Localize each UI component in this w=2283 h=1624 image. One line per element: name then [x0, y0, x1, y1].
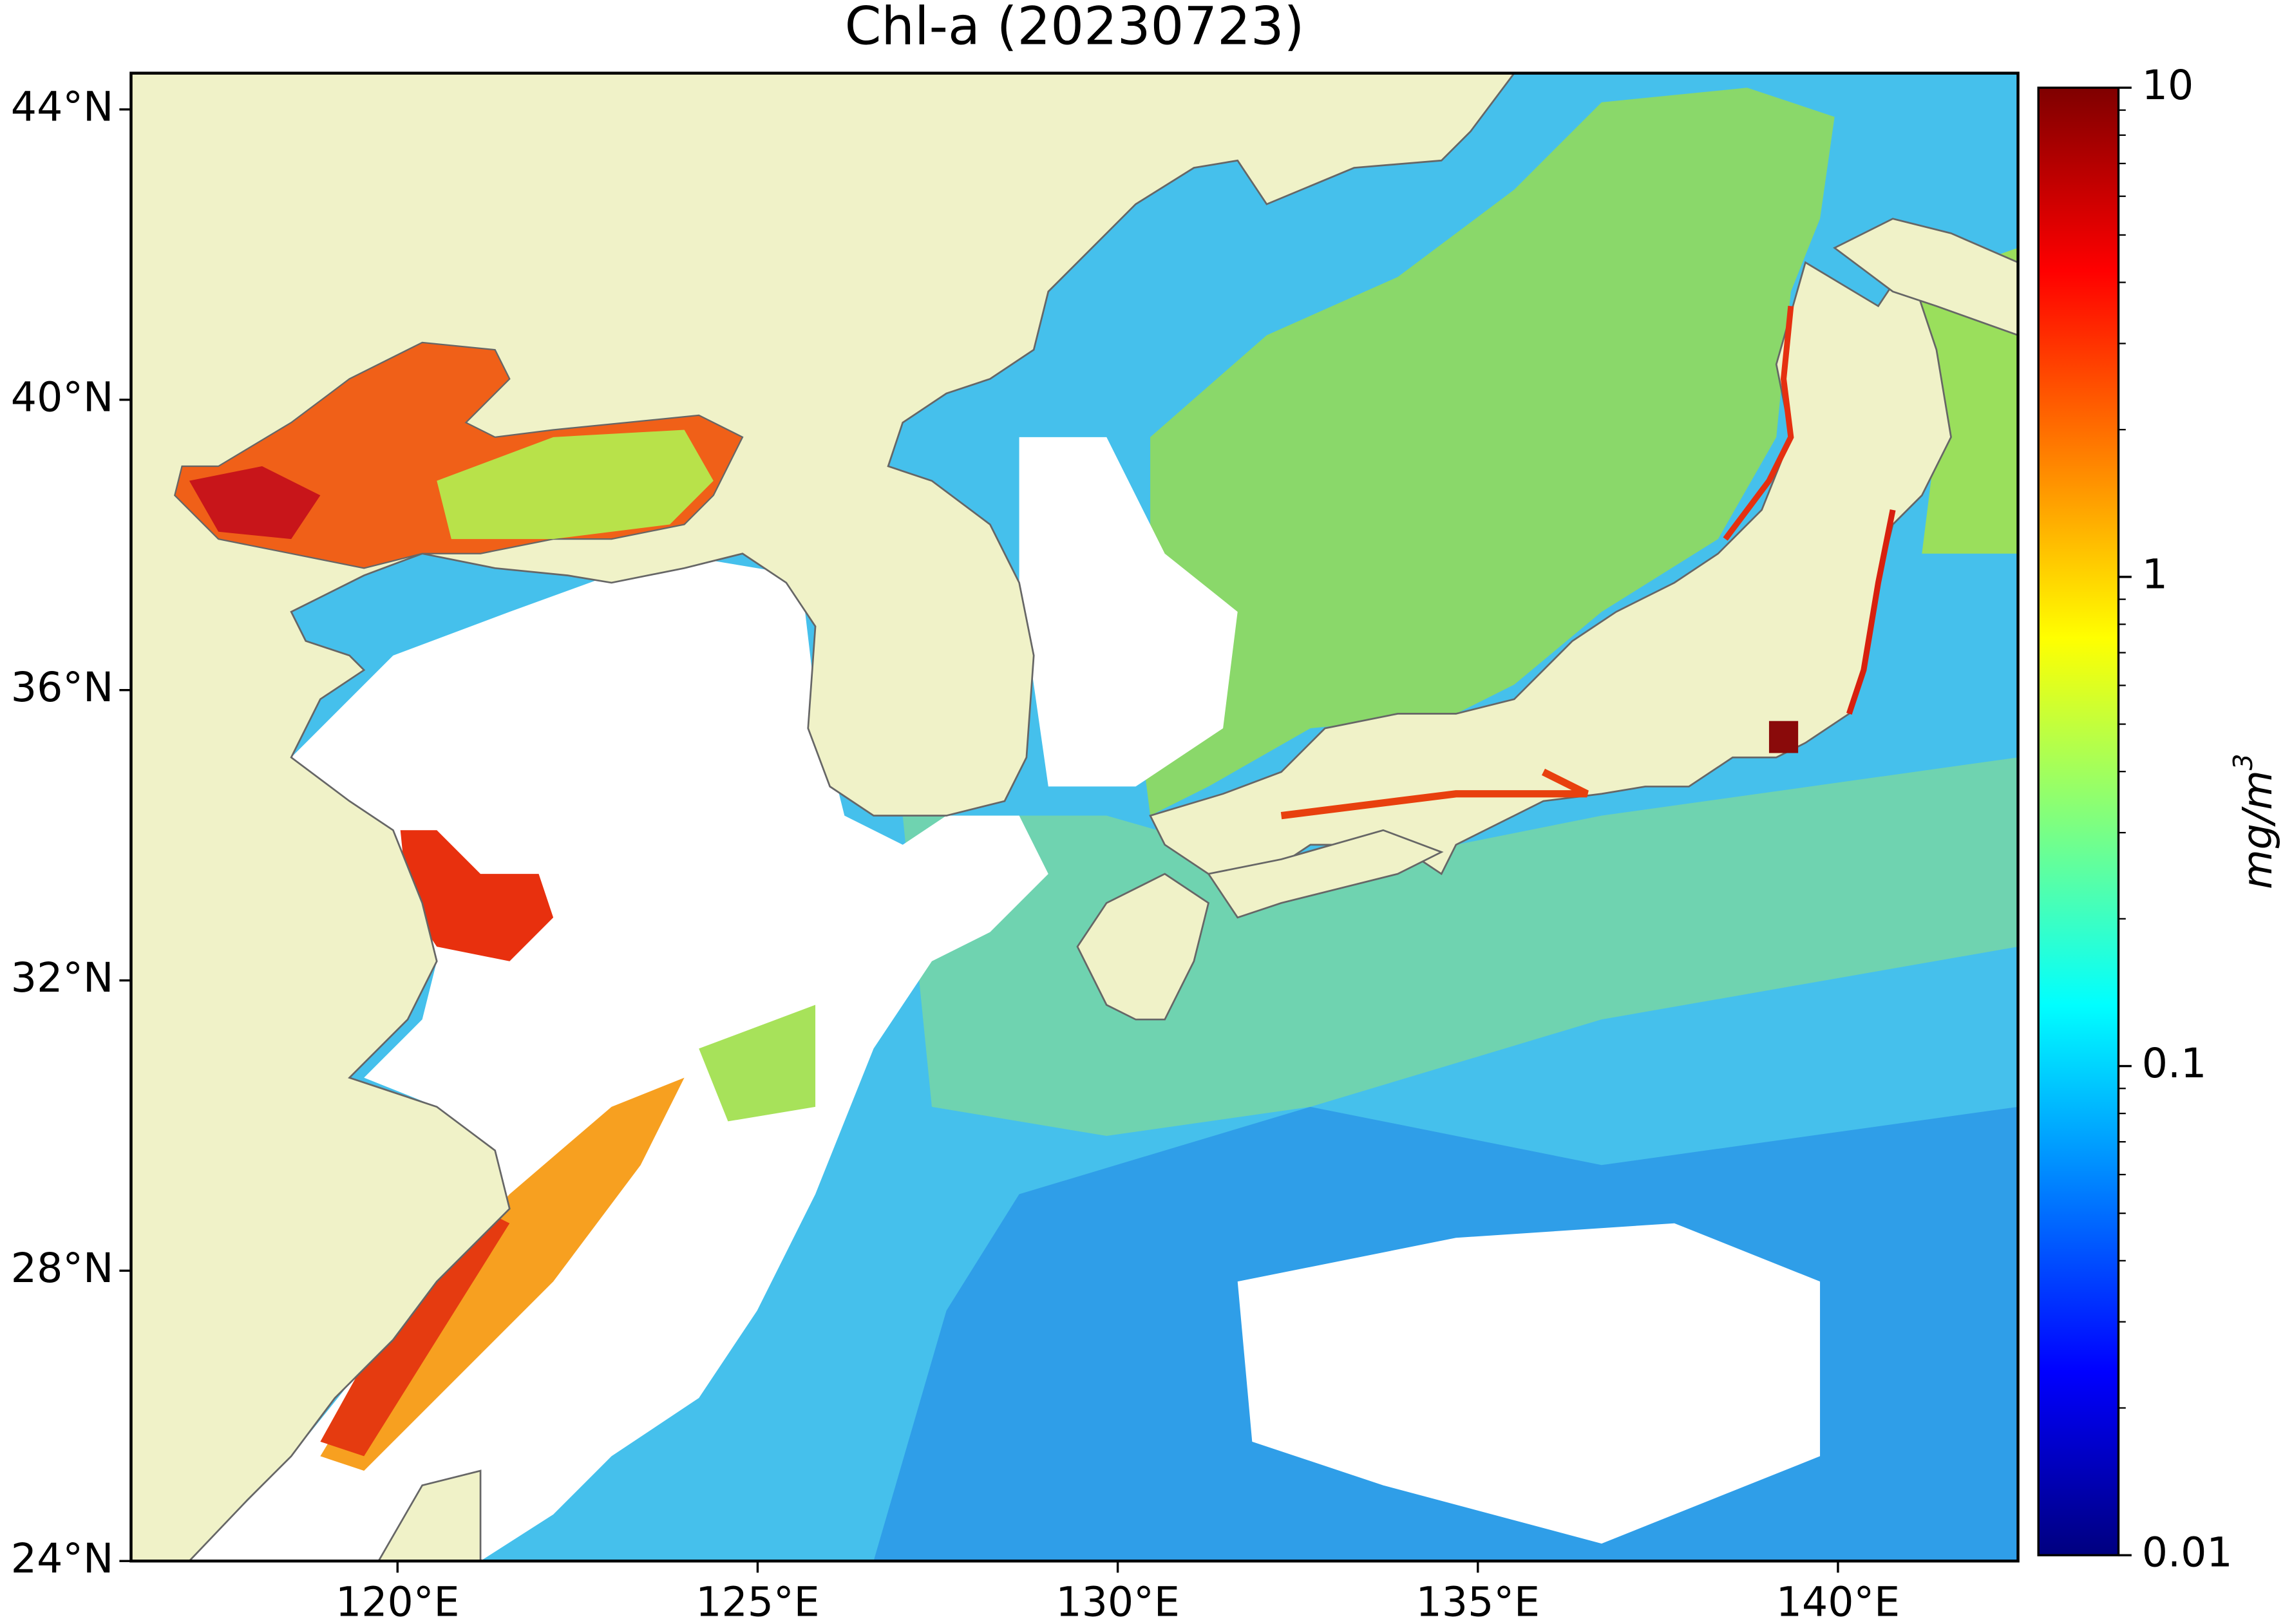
cloud	[1237, 1223, 1821, 1544]
plot-frame	[129, 71, 2020, 1563]
land	[377, 1469, 482, 1562]
sea-of-japan	[1135, 88, 1835, 816]
x-tick-label: 120°E	[336, 1578, 459, 1624]
coastal-bloom	[1280, 768, 1589, 820]
y-tick-label: 32°N	[11, 954, 114, 1001]
land	[1076, 873, 1210, 1021]
y-tick-label: 44°N	[11, 83, 114, 131]
land	[1833, 218, 2018, 337]
chl-patch	[437, 430, 714, 540]
map-area	[131, 73, 2018, 1562]
cloud	[189, 553, 1048, 1562]
land	[1207, 829, 1444, 919]
coastal-bloom	[1723, 305, 1794, 541]
coastal-bloom	[1768, 721, 1799, 753]
colorbar-label: mg/m3	[2228, 753, 2280, 889]
x-tick-label: 130°E	[1056, 1578, 1179, 1624]
y-tick-label: 28°N	[11, 1244, 114, 1292]
chl-patch	[400, 830, 554, 961]
y-tick-label: 24°N	[11, 1534, 114, 1582]
chl-patch	[699, 1005, 816, 1122]
chl-patch	[320, 1209, 510, 1457]
cloud	[1019, 437, 1238, 787]
colorbar-tick-label: 1	[2142, 550, 2168, 598]
x-tick-label: 125°E	[696, 1578, 819, 1624]
chl-patch	[189, 466, 321, 540]
colorbar	[2037, 86, 2120, 1556]
coastal-bloom	[1846, 509, 1896, 715]
colorbar-label-superscript: 3	[2228, 753, 2259, 770]
colorbar-label-text: mg/m	[2233, 770, 2280, 889]
x-tick-label: 140°E	[1776, 1578, 1900, 1624]
chart-title: Chl-a (20230723)	[845, 0, 1305, 57]
colorbar-tick-label: 10	[2142, 61, 2194, 109]
y-tick-label: 40°N	[11, 373, 114, 420]
y-tick-label: 36°N	[11, 663, 114, 711]
colorbar-tick-label: 0.1	[2142, 1039, 2207, 1087]
colorbar-tick-label: 0.01	[2142, 1529, 2233, 1576]
x-tick-label: 135°E	[1416, 1578, 1540, 1624]
